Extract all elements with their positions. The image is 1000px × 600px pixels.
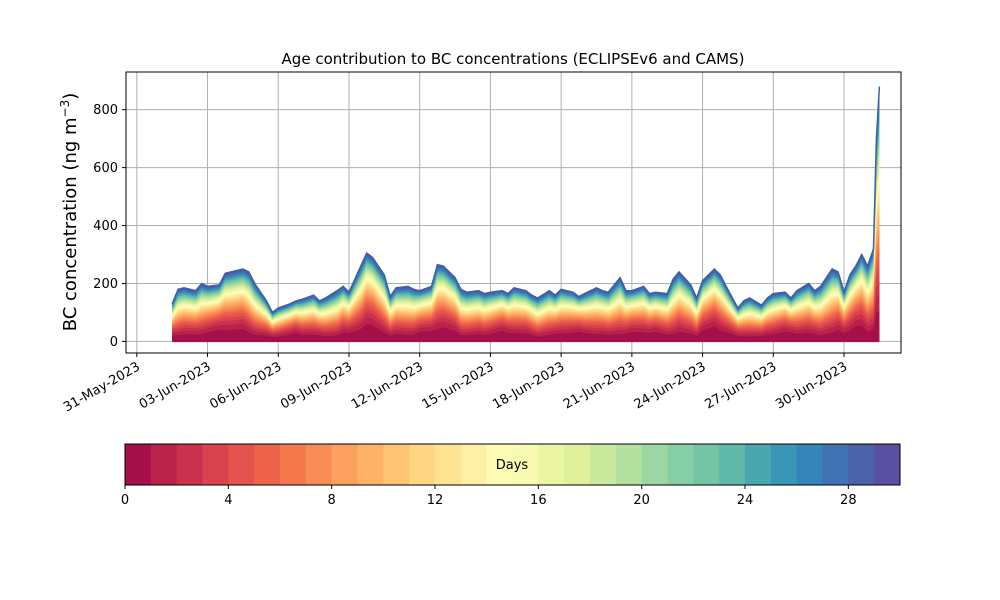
y-tick-label: 200 xyxy=(93,277,118,292)
x-tick-label: 09-Jun-2023 xyxy=(278,359,355,412)
colorbar-swatch xyxy=(486,444,513,485)
colorbar-swatch xyxy=(874,444,901,485)
age-layer-1 xyxy=(172,294,880,342)
plot-frame xyxy=(125,71,902,354)
colorbar-tick-label: 12 xyxy=(427,493,444,508)
x-tick-label: 24-Jun-2023 xyxy=(632,359,709,412)
colorbar-swatch xyxy=(280,444,307,485)
y-tick-label: 400 xyxy=(93,219,118,234)
colorbar-swatch xyxy=(667,444,694,485)
colorbar-swatch xyxy=(435,444,462,485)
age-layer-16 xyxy=(172,162,880,342)
colorbar-swatch xyxy=(770,444,798,485)
colorbar-tick-label: 16 xyxy=(530,493,547,508)
colorbar-swatch xyxy=(848,444,875,485)
colorbar-swatch xyxy=(460,444,488,485)
colorbar: Days 0 4 8 12 16 20 24 28 xyxy=(121,443,901,508)
colorbar-frame xyxy=(124,443,901,486)
x-tick-label: 15-Jun-2023 xyxy=(420,359,497,412)
plot-area xyxy=(125,71,902,354)
colorbar-tick-label: 20 xyxy=(633,493,650,508)
x-tick-label: 06-Jun-2023 xyxy=(207,359,284,412)
x-tick-label: 27-Jun-2023 xyxy=(702,359,779,412)
colorbar-swatch xyxy=(512,444,539,485)
colorbar-swatch xyxy=(538,444,565,485)
colorbar-swatch xyxy=(202,444,229,485)
colorbar-swatch xyxy=(564,444,591,485)
colorbar-swatch xyxy=(125,444,152,485)
colorbar-swatch xyxy=(357,444,384,485)
colorbar-swatch xyxy=(383,444,410,485)
age-layer-19 xyxy=(172,143,880,342)
age-layer-17 xyxy=(172,156,880,342)
colorbar-swatch xyxy=(305,444,333,485)
colorbar-swatch xyxy=(796,444,823,485)
y-tick-label: 800 xyxy=(93,103,118,118)
x-tick-label: 31-May-2023 xyxy=(61,359,143,415)
colorbar-label: Days xyxy=(496,458,529,473)
x-tick-label: 18-Jun-2023 xyxy=(490,359,567,412)
colorbar-swatch xyxy=(719,444,746,485)
colorbar-swatches xyxy=(125,444,901,485)
colorbar-swatch xyxy=(590,444,617,485)
colorbar-tick-label: 24 xyxy=(737,493,754,508)
chart-title: Age contribution to BC concentrations (E… xyxy=(282,50,745,68)
x-tick-label: 21-Jun-2023 xyxy=(561,359,638,412)
x-tick-label: 30-Jun-2023 xyxy=(773,359,850,412)
colorbar-swatch xyxy=(409,444,436,485)
colorbar-swatch xyxy=(641,444,668,485)
total-concentration-line xyxy=(171,86,881,314)
colorbar-swatch xyxy=(615,444,643,485)
y-tick-label: 0 xyxy=(110,335,118,350)
age-layer-15 xyxy=(172,169,880,342)
x-tick-label: 12-Jun-2023 xyxy=(349,359,426,412)
colorbar-swatch xyxy=(150,444,178,485)
age-layer-14 xyxy=(172,176,880,342)
colorbar-swatch xyxy=(693,444,720,485)
colorbar-tick-label: 8 xyxy=(328,493,336,508)
colorbar-tick-label: 28 xyxy=(840,493,857,508)
x-tick-label: 03-Jun-2023 xyxy=(137,359,214,412)
colorbar-swatch xyxy=(228,444,255,485)
y-axis-label: BC concentration (ng m−3) xyxy=(58,93,81,332)
colorbar-swatch xyxy=(745,444,772,485)
colorbar-tick-label: 0 xyxy=(121,493,129,508)
colorbar-tick-label: 4 xyxy=(224,493,232,508)
y-tick-label: 600 xyxy=(93,161,118,176)
colorbar-swatch xyxy=(331,444,358,485)
age-layer-0 xyxy=(172,310,880,342)
age-layer-18 xyxy=(172,149,880,342)
colorbar-swatch xyxy=(254,444,281,485)
y-axis: 0 200 400 600 800 xyxy=(93,103,126,350)
colorbar-swatch xyxy=(176,444,203,485)
x-axis: 31-May-202303-Jun-202306-Jun-202309-Jun-… xyxy=(61,353,850,415)
age-contribution-layers xyxy=(171,86,881,343)
colorbar-swatch xyxy=(822,444,849,485)
colorbar-ticks: 0 4 8 12 16 20 24 28 xyxy=(121,485,857,508)
